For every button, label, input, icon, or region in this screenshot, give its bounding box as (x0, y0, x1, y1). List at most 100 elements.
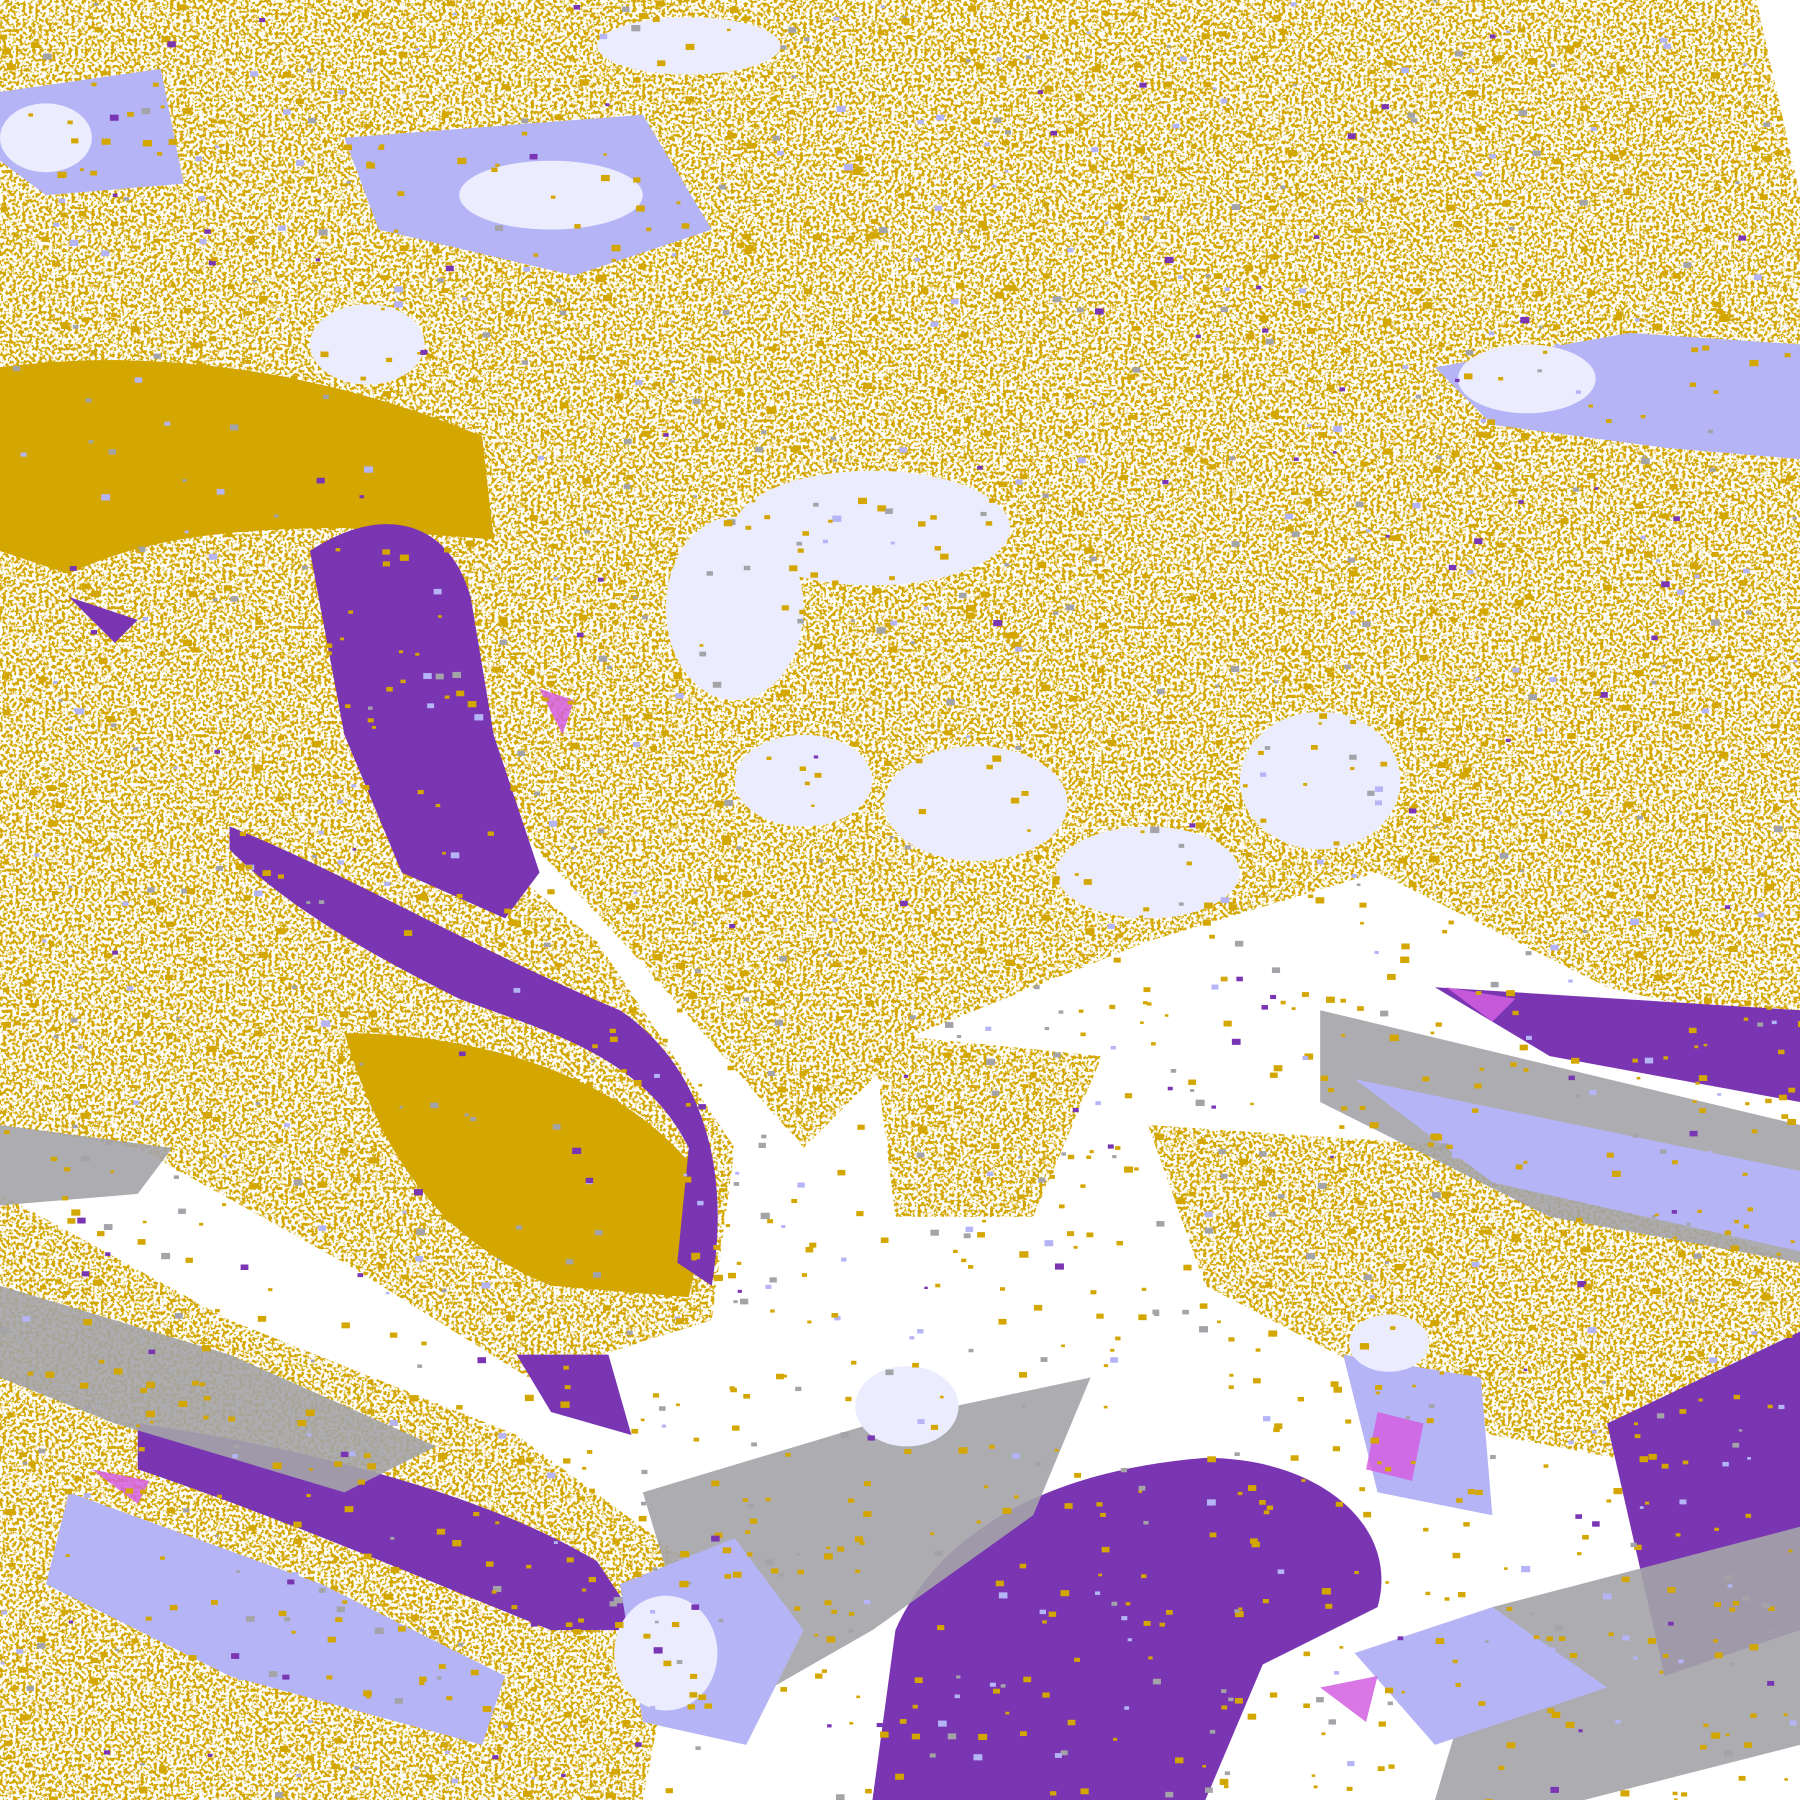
speckle-dot (755, 446, 764, 453)
speckle-dot (486, 1168, 494, 1173)
speckle-dot (142, 1012, 150, 1018)
speckle-dot (400, 376, 406, 380)
speckle-dot (1321, 1732, 1326, 1736)
speckle-dot (1217, 1320, 1221, 1324)
speckle-dot (1642, 653, 1649, 659)
speckle-dot (291, 1572, 299, 1578)
speckle-dot (111, 221, 119, 227)
speckle-dot (415, 1255, 424, 1262)
speckle-dot (964, 418, 971, 424)
speckle-dot (598, 655, 608, 662)
speckle-dot (1749, 359, 1759, 367)
speckle-dot (1474, 538, 1483, 545)
speckle-dot (978, 385, 984, 389)
speckle-dot (352, 12, 358, 17)
speckle-dot (1463, 1369, 1472, 1376)
speckle-dot (749, 1518, 758, 1524)
speckle-dot (1479, 608, 1489, 615)
speckle-dot (570, 742, 580, 749)
speckle-dot (621, 1069, 627, 1073)
speckle-dot (1347, 1228, 1356, 1235)
speckle-dot (1110, 1357, 1118, 1363)
speckle-dot (1733, 1394, 1740, 1400)
speckle-dot (1224, 1771, 1231, 1776)
speckle-dot (1662, 765, 1669, 770)
speckle-dot (474, 714, 484, 721)
speckle-dot (29, 978, 33, 982)
speckle-dot (1074, 873, 1079, 876)
speckle-dot (568, 55, 575, 60)
speckle-dot (765, 1284, 772, 1289)
speckle-dot (1320, 1075, 1329, 1081)
speckle-dot (743, 1393, 751, 1399)
speckle-dot (343, 144, 352, 151)
speckle-dot (1750, 1713, 1757, 1718)
speckle-dot (1557, 811, 1563, 815)
speckle-dot (231, 405, 238, 410)
speckle-dot (698, 1694, 707, 1701)
speckle-dot (1485, 1229, 1493, 1235)
speckle-dot (1199, 1326, 1208, 1333)
speckle-dot (326, 651, 332, 656)
speckle-dot (885, 508, 893, 514)
speckle-dot (326, 1675, 333, 1680)
speckle-dot (582, 1108, 588, 1112)
speckle-dot (1764, 156, 1773, 162)
speckle-dot (855, 1569, 861, 1573)
speckle-dot (496, 1746, 503, 1751)
speckle-dot (101, 494, 111, 501)
speckle-dot (518, 606, 523, 609)
speckle-dot (1380, 1010, 1389, 1017)
speckle-dot (1467, 569, 1474, 575)
speckle-dot (1388, 239, 1394, 243)
speckle-dot (830, 436, 837, 441)
speckle-dot (1480, 617, 1486, 621)
speckle-dot (468, 1261, 473, 1265)
speckle-dot (745, 1530, 751, 1534)
speckle-dot (791, 1198, 798, 1204)
speckle-dot (1521, 1565, 1531, 1573)
speckle-dot (509, 919, 518, 926)
speckle-dot (325, 643, 333, 648)
speckle-dot (1778, 1049, 1785, 1055)
speckle-dot (414, 454, 423, 461)
speckle-dot (690, 899, 698, 904)
speckle-dot (1444, 759, 1449, 764)
speckle-dot (953, 181, 959, 185)
speckle-dot (1170, 1068, 1177, 1073)
speckle-dot (1369, 295, 1373, 299)
speckle-dot (332, 774, 339, 779)
speckle-dot (246, 237, 255, 243)
speckle-dot (215, 145, 220, 149)
speckle-dot (1009, 60, 1017, 67)
speckle-dot (1522, 282, 1529, 288)
speckle-dot (683, 1176, 692, 1183)
speckle-dot (1301, 523, 1306, 527)
speckle-dot (1410, 1460, 1416, 1465)
speckle-dot (560, 1139, 564, 1143)
speckle-dot (417, 351, 421, 355)
speckle-dot (171, 1299, 176, 1303)
speckle-dot (127, 112, 134, 117)
speckle-dot (1442, 816, 1452, 823)
speckle-dot (1743, 1017, 1749, 1021)
speckle-dot (1349, 754, 1357, 760)
speckle-dot (147, 899, 157, 906)
speckle-dot (939, 88, 943, 91)
speckle-dot (1662, 665, 1667, 668)
speckle-dot (1208, 464, 1217, 470)
speckle-dot (7, 1412, 15, 1418)
speckle-dot (1397, 1636, 1404, 1641)
speckle-dot (299, 985, 305, 989)
speckle-dot (633, 1080, 642, 1086)
speckle-dot (367, 1379, 374, 1385)
speckle-dot (210, 1600, 218, 1605)
speckle-dot (1021, 1573, 1026, 1577)
speckle-dot (897, 193, 905, 199)
speckle-dot (1590, 192, 1596, 197)
speckle-dot (360, 376, 366, 381)
speckle-dot (745, 249, 752, 255)
speckle-dot (1217, 401, 1222, 405)
speckle-dot (1143, 987, 1151, 993)
speckle-dot (588, 527, 593, 531)
